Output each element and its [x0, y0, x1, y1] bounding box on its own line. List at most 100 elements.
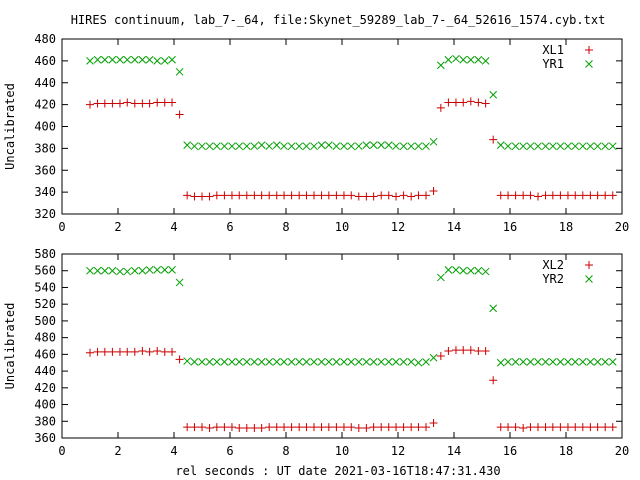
data-point [444, 266, 453, 274]
data-point [511, 142, 520, 151]
data-point [451, 98, 460, 107]
data-point [160, 98, 169, 107]
data-point [212, 142, 221, 151]
data-point [347, 358, 356, 366]
data-point [153, 98, 162, 107]
data-point [354, 142, 363, 151]
data-point [362, 358, 371, 366]
data-point [504, 191, 513, 200]
data-point [519, 191, 528, 200]
data-point [153, 57, 162, 65]
x-tick-label: 12 [391, 220, 405, 234]
data-point [115, 347, 124, 356]
x-tick-label: 10 [335, 444, 349, 458]
data-point [145, 55, 154, 64]
data-point [310, 142, 318, 151]
data-point [578, 191, 587, 200]
data-point [519, 358, 528, 366]
data-point [242, 358, 251, 366]
y-tick-label: 420 [34, 98, 56, 112]
data-point [138, 99, 147, 108]
y-tick-label: 440 [34, 364, 56, 378]
data-point [511, 191, 520, 200]
x-tick-label: 14 [447, 444, 461, 458]
data-point [392, 142, 400, 151]
y-axis-label: Uncalibrated [3, 83, 17, 170]
data-point [175, 278, 184, 287]
data-point [250, 358, 259, 366]
data-point [556, 358, 565, 366]
x-tick-label: 8 [282, 444, 289, 458]
data-point [377, 191, 386, 200]
data-point [601, 358, 610, 366]
data-point [414, 423, 423, 432]
data-point [130, 55, 139, 64]
data-point [504, 142, 512, 151]
data-point [295, 358, 304, 366]
data-point [332, 423, 341, 432]
data-point [205, 423, 214, 432]
data-point [332, 358, 341, 366]
data-point [392, 358, 400, 366]
legend-marker [585, 275, 593, 283]
data-point [153, 347, 162, 356]
data-point [601, 423, 610, 432]
data-point [265, 191, 274, 200]
data-point [228, 358, 236, 366]
data-point [93, 347, 102, 356]
data-point [369, 141, 378, 149]
data-point [115, 99, 124, 108]
data-point [407, 142, 416, 151]
y-tick-label: 580 [34, 247, 56, 261]
data-point [86, 100, 94, 109]
y-tick-label: 380 [34, 414, 56, 428]
x-axis-label: rel seconds : UT date 2021-03-16T18:47:3… [175, 464, 500, 478]
series-yr1 [86, 54, 617, 151]
data-point [407, 423, 416, 432]
data-point [220, 423, 229, 432]
data-point [414, 191, 423, 200]
data-point [272, 141, 281, 149]
data-point [384, 191, 393, 200]
series-yr2 [86, 266, 617, 367]
y-tick-label: 460 [34, 347, 56, 361]
data-point [504, 423, 513, 432]
data-point [481, 347, 490, 356]
data-point [399, 191, 408, 200]
data-point [452, 54, 460, 63]
data-point [362, 423, 371, 432]
data-point [586, 358, 595, 366]
data-point [429, 418, 438, 427]
y-tick-label: 380 [34, 141, 56, 155]
data-point [108, 99, 117, 108]
data-point [526, 191, 535, 200]
data-point [228, 142, 236, 151]
data-point [130, 99, 139, 108]
data-point [183, 191, 192, 200]
data-point [481, 57, 490, 65]
data-point [280, 423, 289, 432]
data-point [578, 358, 587, 366]
data-point [138, 55, 147, 64]
y-axis-label: Uncalibrated [3, 303, 17, 390]
data-point [220, 142, 229, 151]
data-point [563, 191, 572, 200]
data-point [175, 110, 184, 119]
data-point [548, 191, 557, 200]
data-point [369, 423, 378, 432]
plot-frame [61, 38, 623, 215]
data-point [414, 358, 423, 367]
data-point [399, 142, 408, 151]
data-point [123, 267, 132, 276]
data-point [541, 191, 550, 200]
data-point [116, 55, 124, 64]
data-point [429, 353, 438, 362]
data-point [235, 191, 244, 200]
data-point [257, 191, 266, 200]
data-point [489, 376, 498, 385]
data-point [190, 423, 199, 432]
data-point [407, 192, 416, 201]
y-tick-label: 540 [34, 280, 56, 294]
